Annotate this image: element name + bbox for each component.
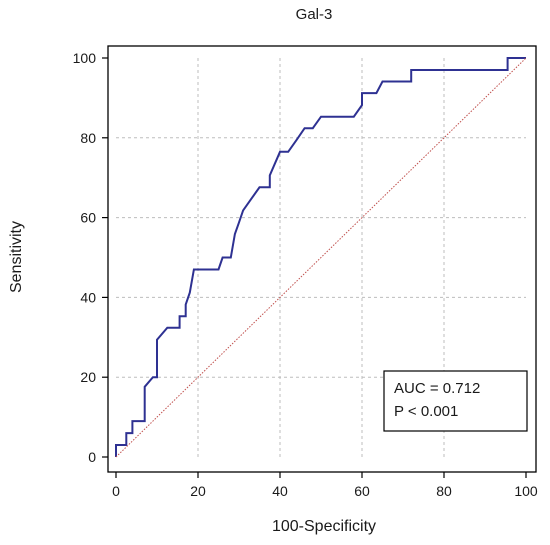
chart-title: Gal-3 — [296, 6, 333, 23]
y-tick-label: 20 — [80, 369, 96, 385]
plot-frame — [107, 45, 537, 473]
annotation-box: AUC = 0.712 P < 0.001 — [383, 370, 528, 432]
y-tick-label: 40 — [80, 289, 96, 305]
x-tick-label: 100 — [514, 483, 538, 499]
x-tick-label: 60 — [354, 483, 370, 499]
y-tick-label: 100 — [73, 50, 97, 66]
annotation-frame — [383, 370, 528, 432]
x-tick-label: 40 — [272, 483, 288, 499]
y-axis-label: Sensitivity — [8, 221, 25, 293]
series-layer — [115, 57, 527, 458]
x-tick-label: 0 — [112, 483, 120, 499]
y-tick-label: 60 — [80, 210, 96, 226]
roc-curve — [115, 57, 526, 457]
y-tick-label: 80 — [80, 130, 96, 146]
p-value-annotation: P < 0.001 — [394, 403, 458, 420]
x-axis-label: 100-Specificity — [272, 518, 376, 535]
x-tick-label: 80 — [436, 483, 452, 499]
reference-diagonal — [115, 57, 527, 458]
y-tick-label: 0 — [88, 449, 96, 465]
x-tick-label: 20 — [190, 483, 206, 499]
auc-annotation: AUC = 0.712 — [394, 380, 480, 397]
x-axis: 0 20 40 60 80 100 — [112, 472, 538, 499]
y-axis: 0 20 40 60 80 100 — [73, 50, 108, 465]
